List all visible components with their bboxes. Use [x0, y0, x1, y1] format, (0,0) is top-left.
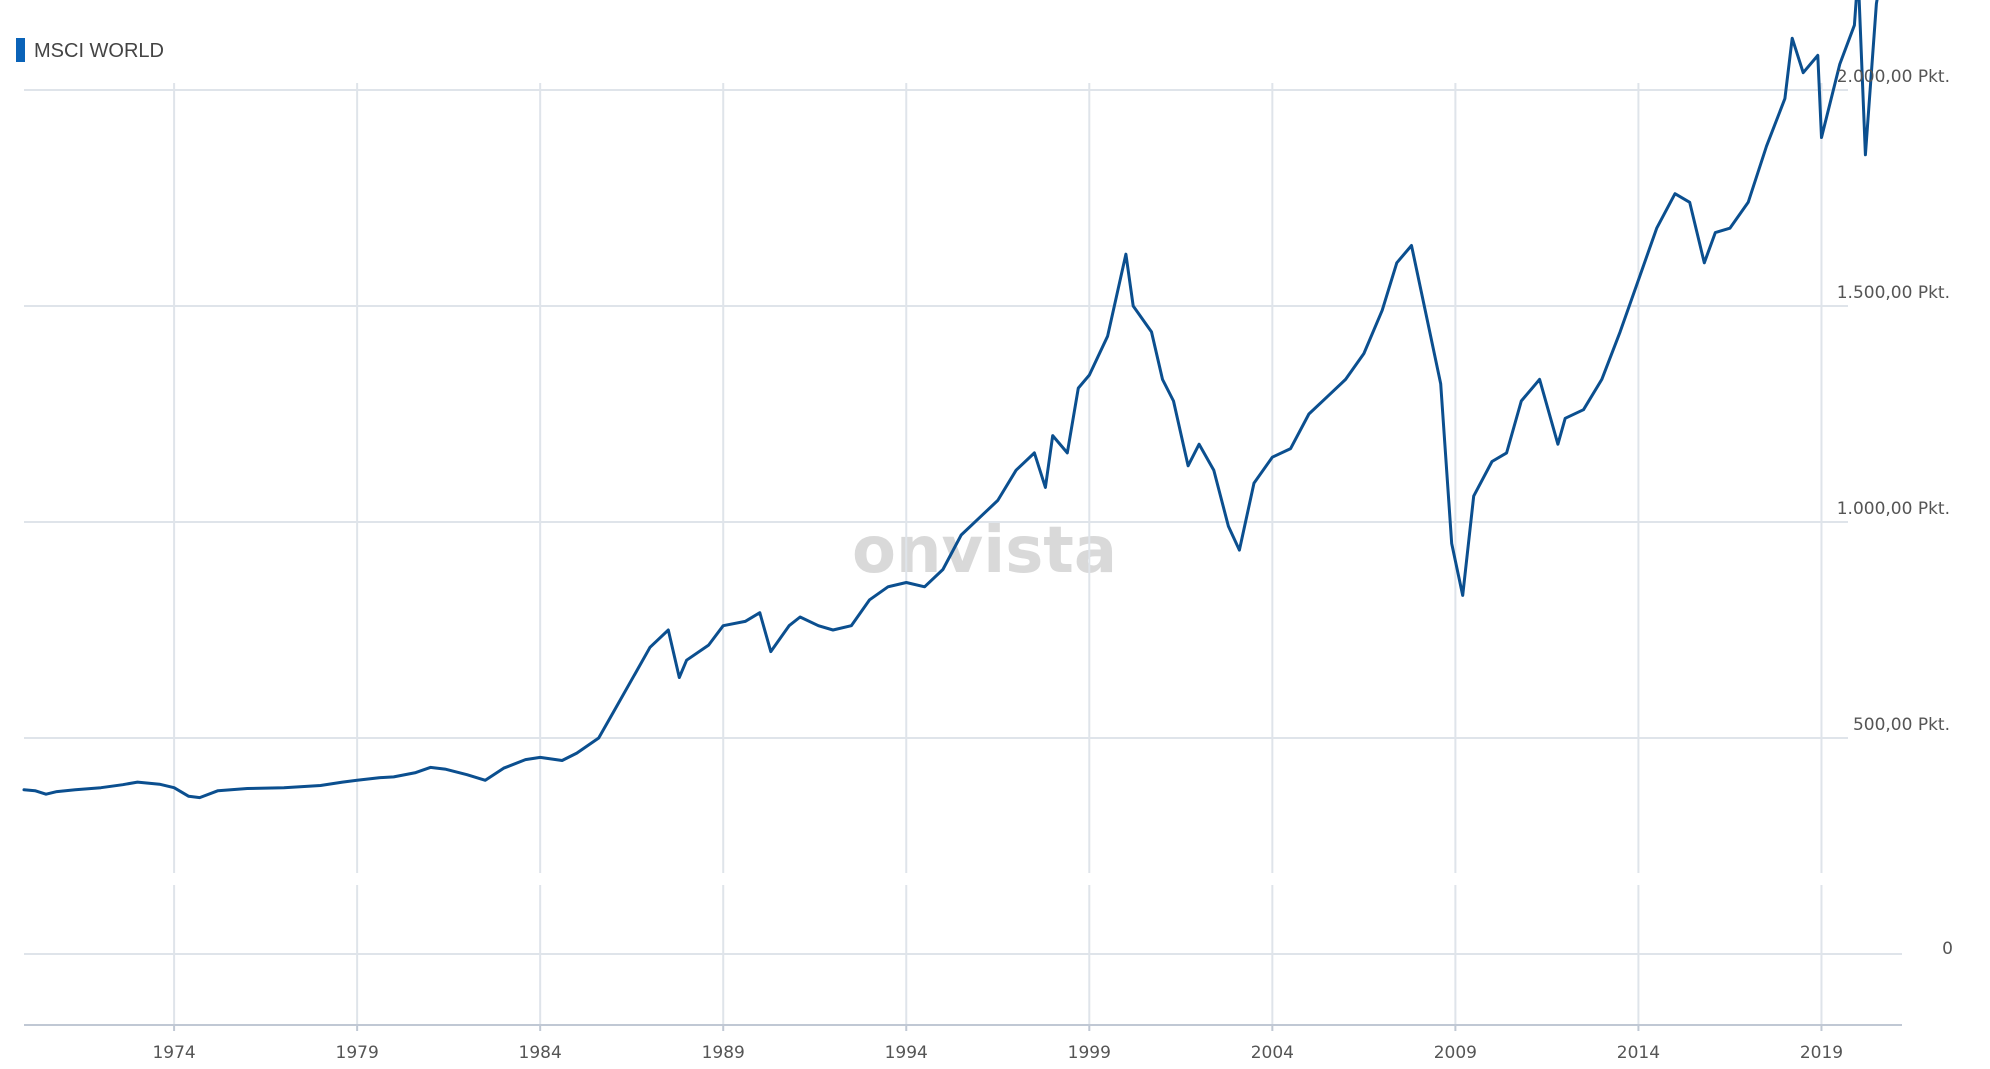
axes: 1974 1979 1984 1989 1994 1999 2004 2009 2014 2019… [24, 67, 1953, 1063]
x-tick-label: 1984 [519, 1043, 562, 1063]
y-tick-label: 1.000,00 Pkt. [1837, 499, 1950, 519]
x-tick-label: 1994 [885, 1043, 928, 1063]
y-tick-label: 500,00 Pkt. [1853, 715, 1950, 735]
y-tick-label: 2.000,00 Pkt. [1837, 67, 1950, 87]
grid [24, 83, 1902, 1025]
x-tick-label: 1979 [336, 1043, 379, 1063]
x-tick-label: 1974 [152, 1043, 195, 1063]
x-tick-label: 1999 [1068, 1043, 1111, 1063]
y-tick-label: 1.500,00 Pkt. [1837, 283, 1950, 303]
x-tick-label: 2009 [1434, 1043, 1477, 1063]
series-line [22, 0, 1879, 800]
x-tick-label: 2014 [1617, 1043, 1660, 1063]
x-tick-label: 1989 [702, 1043, 745, 1063]
legend-swatch [16, 38, 25, 62]
watermark: onvista [852, 514, 1117, 588]
legend-label[interactable]: MSCI WORLD [34, 40, 164, 62]
series-msci-world [22, 0, 1879, 800]
y-tick-label: 0 [1942, 939, 1953, 959]
x-tick-label: 2019 [1800, 1043, 1843, 1063]
x-tick-label: 2004 [1251, 1043, 1294, 1063]
